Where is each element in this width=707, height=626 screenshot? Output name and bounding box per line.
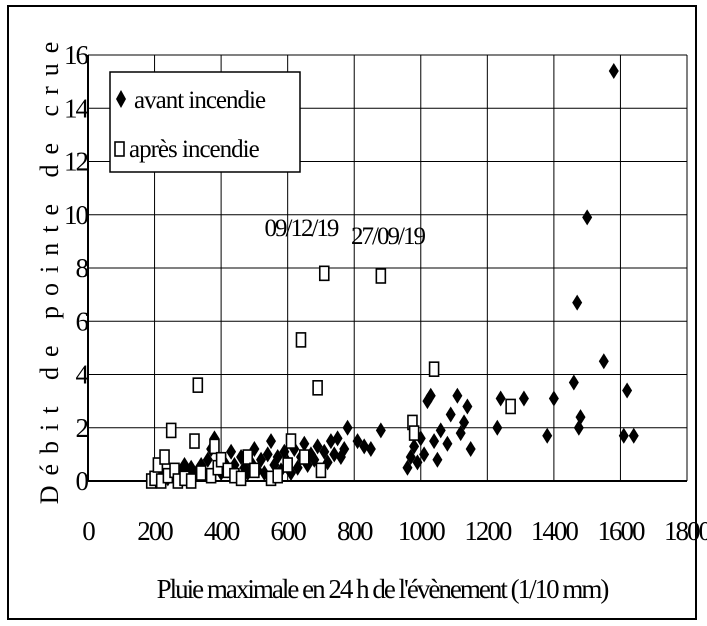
point-avant-incendie	[459, 414, 470, 431]
x-tick-label: 1600	[597, 516, 645, 546]
point-apres-incendie	[505, 398, 516, 415]
point-apres-incendie	[295, 332, 307, 348]
point-avant-incendie	[495, 390, 506, 407]
point-avant-incendie	[332, 430, 343, 447]
point-avant-incendie	[425, 387, 436, 404]
point-apres-incendie	[189, 433, 200, 449]
point-avant-incendie	[618, 427, 629, 444]
point-apres-incendie	[428, 361, 440, 377]
point-apres-incendie	[299, 449, 310, 465]
point-avant-incendie	[622, 382, 633, 399]
point-avant-incendie	[572, 294, 583, 311]
point-apres-incendie	[242, 449, 254, 465]
point-avant-incendie	[432, 451, 443, 468]
point-avant-incendie	[419, 446, 430, 463]
point-avant-incendie	[266, 433, 277, 450]
y-tick-label: 2	[76, 413, 89, 443]
point-apres-incendie	[192, 377, 204, 393]
y-tick-label: 0	[76, 466, 89, 496]
point-avant-incendie	[492, 419, 503, 436]
y-tick-label: 12	[64, 147, 89, 177]
x-tick-label: 400	[204, 516, 240, 546]
point-apres-incendie	[375, 268, 387, 284]
x-tick-label: 1400	[531, 516, 579, 546]
y-tick-label: 6	[76, 306, 89, 336]
x-tick-label: 200	[137, 516, 173, 546]
legend-label-apres: après incendie	[129, 136, 260, 163]
y-tick-label: 16	[64, 40, 89, 70]
point-apres-incendie	[282, 457, 293, 473]
point-apres-incendie	[205, 467, 217, 484]
point-apres-incendie	[215, 451, 227, 468]
point-avant-incendie	[598, 353, 609, 370]
point-avant-incendie	[608, 62, 619, 79]
point-apres-incendie	[235, 470, 247, 487]
point-avant-incendie	[435, 422, 446, 439]
point-avant-incendie	[445, 406, 456, 423]
point-avant-incendie	[429, 433, 440, 450]
point-avant-incendie	[226, 443, 237, 460]
point-apres-incendie	[318, 265, 330, 282]
point-avant-incendie	[262, 446, 273, 463]
x-tick-labels: 0 200 400 600 800 1000 1200 1400 1600 1800	[82, 516, 707, 546]
point-avant-incendie	[409, 438, 420, 455]
point-apres-incendie	[272, 467, 283, 484]
point-avant-incendie	[462, 398, 473, 415]
point-avant-incendie	[575, 409, 586, 426]
data-points	[145, 62, 639, 489]
point-apres-incendie	[185, 473, 197, 489]
legend-square-marker	[114, 141, 125, 157]
y-tick-label: 14	[64, 93, 90, 123]
point-avant-incendie	[339, 441, 350, 458]
legend-label-avant: avant incendie	[134, 87, 266, 114]
point-apres-incendie	[159, 449, 170, 465]
point-avant-incendie	[442, 435, 453, 452]
point-avant-incendie	[465, 441, 476, 458]
point-avant-incendie	[365, 441, 376, 458]
x-tick-label: 1000	[398, 516, 446, 546]
point-avant-incendie	[628, 427, 639, 444]
point-avant-incendie	[299, 435, 310, 452]
x-tick-label: 600	[270, 516, 306, 546]
event-date-annotation: 09/12/19	[265, 215, 339, 242]
point-apres-incendie	[195, 465, 207, 481]
point-apres-incendie	[152, 457, 164, 473]
point-avant-incendie	[412, 454, 423, 471]
annotations: 09/12/19 27/09/19	[265, 215, 428, 250]
legend: avant incendie après incendie	[109, 71, 301, 173]
x-tick-label: 800	[337, 516, 373, 546]
event-date-annotation: 27/09/19	[351, 223, 425, 250]
point-avant-incendie	[542, 427, 553, 444]
point-avant-incendie	[568, 374, 579, 391]
point-apres-incendie	[315, 462, 327, 479]
legend-diamond-marker	[116, 90, 126, 108]
point-apres-incendie	[285, 433, 297, 449]
figure-frame	[7, 5, 697, 620]
point-avant-incendie	[518, 390, 529, 407]
x-axis-label: Pluie maximale en 24 h de l'évènement (1…	[157, 574, 609, 604]
x-tick-label: 1800	[664, 516, 707, 546]
y-tick-label: 8	[76, 253, 89, 283]
point-avant-incendie	[582, 209, 593, 226]
x-tick-label: 1200	[464, 516, 512, 546]
y-axis-label: Débit de pointe de crue	[35, 32, 64, 505]
point-apres-incendie	[165, 422, 177, 439]
y-tick-label: 10	[64, 200, 89, 230]
legend-box	[109, 71, 301, 173]
point-apres-incendie	[249, 462, 260, 479]
point-avant-incendie	[452, 387, 463, 404]
point-apres-incendie	[408, 425, 420, 441]
point-avant-incendie	[342, 419, 353, 436]
point-avant-incendie	[548, 390, 559, 407]
point-avant-incendie	[375, 422, 386, 439]
point-apres-incendie	[209, 438, 220, 455]
point-apres-incendie	[312, 380, 323, 396]
x-tick-label: 0	[82, 516, 95, 546]
